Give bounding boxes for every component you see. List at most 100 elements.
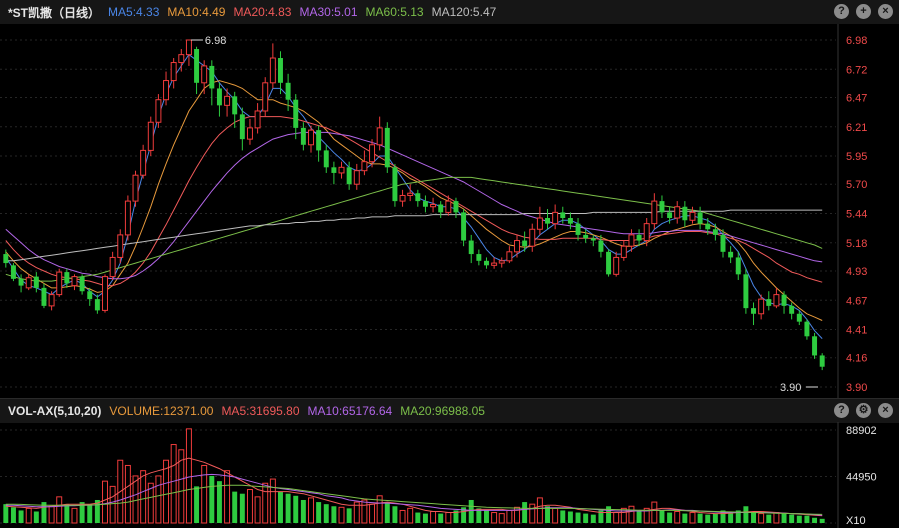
volume-bar	[124, 464, 131, 524]
help-icon[interactable]: ?	[834, 4, 849, 19]
volume-bar	[10, 507, 16, 523]
candle-body	[712, 229, 718, 235]
vol-label-2: MA10:65176.64	[307, 404, 393, 418]
volume-bar	[353, 501, 360, 524]
volume-bar	[246, 489, 253, 524]
y-tick-label: 5.18	[846, 238, 867, 250]
volume-bar	[453, 510, 459, 523]
volume-bar	[170, 444, 177, 524]
candle-body	[522, 240, 528, 247]
candle-body	[384, 127, 390, 168]
volume-bar	[689, 512, 696, 524]
volume-bar	[338, 506, 345, 524]
candle-body	[170, 62, 177, 82]
volume-bar	[674, 510, 681, 524]
volume-bar	[620, 507, 627, 524]
y-tick-label: 5.44	[846, 209, 867, 221]
volume-bar	[766, 514, 772, 523]
y-tick-label: 5.95	[846, 151, 867, 163]
volume-bar	[476, 508, 482, 523]
y-tick-label: 4.16	[846, 353, 867, 365]
candle-body	[567, 218, 573, 224]
volume-bar	[209, 475, 215, 523]
volume-bar	[132, 475, 139, 524]
candle-body	[697, 212, 703, 224]
candle-body	[735, 257, 741, 275]
volume-bar	[728, 512, 734, 523]
ma-line-ma20	[5, 116, 823, 287]
candle-body	[117, 234, 124, 258]
volume-bar	[384, 502, 390, 523]
candle-body	[560, 212, 566, 219]
volume-bar	[438, 513, 444, 523]
volume-bar	[163, 459, 170, 524]
volume-tick-label: X10	[846, 515, 866, 527]
volume-bar	[25, 507, 32, 524]
volume-bar	[682, 513, 688, 523]
ma-label-0: MA5:4.33	[108, 5, 160, 19]
candle-body	[796, 313, 802, 322]
candle-body	[575, 223, 581, 235]
volume-ma-line-ma20	[5, 484, 823, 515]
volume-bar	[346, 508, 352, 523]
close-icon[interactable]: ×	[878, 403, 893, 418]
help-icon[interactable]: ?	[834, 403, 849, 418]
volume-bar	[331, 506, 337, 523]
volume-bar	[102, 480, 108, 524]
volume-bar	[498, 513, 505, 524]
volume-bar	[278, 491, 283, 523]
volume-bar	[201, 464, 208, 524]
volume-bar	[94, 499, 100, 523]
vol-label-1: MA5:31695.80	[221, 404, 300, 418]
candle-body	[812, 336, 818, 356]
candle-body	[674, 206, 681, 219]
add-icon[interactable]: +	[856, 4, 871, 19]
candle-body	[422, 201, 428, 207]
candle-body	[659, 201, 665, 213]
low-annotation: 3.90	[780, 382, 801, 394]
volume-bar	[659, 510, 665, 523]
candle-body	[682, 206, 688, 221]
candle-body	[194, 49, 200, 83]
candle-body	[147, 121, 154, 151]
y-tick-label: 6.72	[846, 64, 867, 76]
price-panel-controls: ? + ×	[834, 4, 893, 19]
vol-label-0: VOLUME:12371.00	[109, 404, 214, 418]
volume-bar	[185, 428, 192, 524]
candle-body	[25, 277, 32, 289]
candle-body	[461, 212, 467, 241]
stock-title: *ST凯撒（日线）	[8, 5, 101, 20]
close-icon[interactable]: ×	[878, 4, 893, 19]
volume-bar	[239, 493, 245, 523]
volume-bar	[56, 496, 63, 524]
volume-bar	[789, 514, 795, 523]
volume-bar	[224, 470, 231, 524]
candle-body	[438, 204, 444, 213]
candle-body	[87, 291, 93, 300]
volume-bar	[254, 496, 261, 524]
settings-icon[interactable]: ⚙	[856, 403, 871, 418]
volume-bar	[232, 491, 238, 523]
volume-bar	[804, 515, 810, 523]
volume-bar	[606, 506, 612, 523]
candle-body	[743, 274, 749, 309]
candle-body	[246, 127, 253, 140]
candle-body	[720, 234, 726, 252]
ma-label-1: MA10:4.49	[167, 5, 226, 19]
y-tick-label: 5.70	[846, 179, 867, 191]
candle-body	[643, 223, 650, 242]
candle-body	[376, 127, 383, 146]
candle-body	[224, 95, 231, 106]
volume-chart[interactable]: 88902 44950 X10	[0, 422, 899, 528]
high-annotation: 6.98	[205, 35, 226, 47]
y-tick-label: 6.98	[846, 35, 867, 47]
candle-body	[239, 114, 245, 140]
candle-body	[109, 256, 116, 278]
volume-bar	[796, 515, 802, 523]
candle-body	[628, 234, 635, 247]
price-chart[interactable]: 6.98 6.72 6.47 6.21 5.95 5.70 5.44 5.18 4.93 4.67…	[0, 24, 899, 398]
candle-body	[94, 299, 100, 311]
candle-body	[209, 65, 215, 89]
volume-bar	[613, 512, 620, 524]
volume-panel-controls: ? ⚙ ×	[834, 403, 893, 418]
